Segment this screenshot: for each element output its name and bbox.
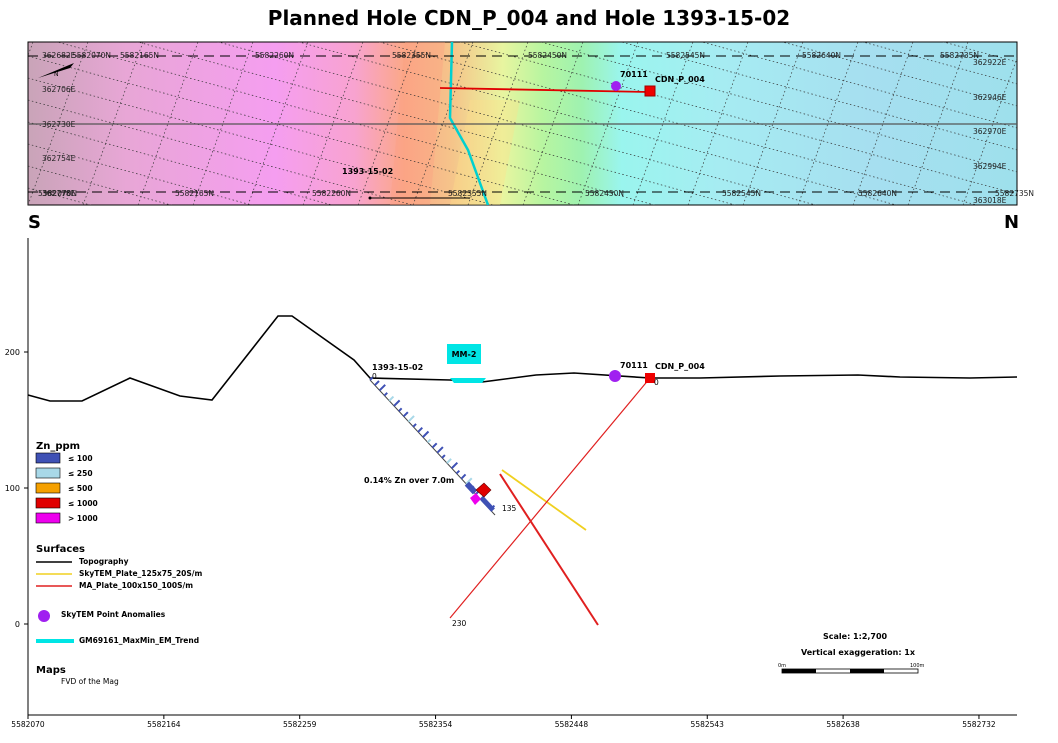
section-planned-collar-marker[interactable]: [645, 373, 655, 383]
northing-label-bottom: 5582070N: [38, 189, 77, 198]
very-high-grade-interval: [470, 493, 481, 505]
x-tick-label: 5582543: [691, 720, 725, 729]
planned-hole-label: CDN_P_004: [655, 362, 705, 371]
vertical-exaggeration-text: Vertical exaggeration: 1x: [801, 648, 916, 657]
map-anomaly-label: 70111: [620, 70, 648, 79]
x-tick-label: 5582164: [147, 720, 181, 729]
northing-label-bottom: 5582450N: [585, 189, 624, 198]
legend-maps-item: FVD of the Mag: [61, 677, 119, 686]
em-trend-line: [448, 42, 490, 205]
legend-zn-label: > 1000: [68, 514, 98, 523]
mm2-label-box: [447, 344, 481, 364]
svg-text:N: N: [54, 71, 59, 78]
legend-point-label: SkyTEM Point Anomalies: [61, 610, 166, 619]
x-tick-label: 5582638: [826, 720, 860, 729]
easting-label-right: 362970E: [973, 127, 1007, 136]
map-drilled-hole-label: 1393-15-02: [342, 167, 393, 176]
easting-label-left: 362682E: [42, 51, 76, 60]
anomaly-label: 70111: [620, 361, 648, 370]
map-planned-hole-trace: [439, 87, 651, 93]
scale-bar-end-label: 100m: [910, 663, 925, 669]
map-anomaly-point[interactable]: [611, 81, 621, 91]
x-tick-label: 5582259: [283, 720, 317, 729]
northing-label-bottom: 5582545N: [722, 189, 761, 198]
northing-label-bottom: 5582355N: [448, 189, 487, 198]
northing-label-bottom: 5582260N: [312, 189, 351, 198]
easting-label-right: 363018E: [973, 196, 1007, 205]
northing-label-top: 5582545N: [666, 51, 705, 60]
northing-label-bottom: 5582735N: [995, 189, 1034, 198]
easting-label-right: 362994E: [973, 162, 1007, 171]
easting-label-left: 362754E: [42, 154, 76, 163]
legend-point-symbol: [38, 610, 50, 622]
legend-surface-label: Topography: [79, 557, 129, 566]
easting-label-right: 362922E: [973, 58, 1007, 67]
skytem-plate-line: [501, 469, 587, 531]
page-title: Planned Hole CDN_P_004 and Hole 1393-15-…: [267, 6, 791, 30]
north-arrow-icon: N: [38, 63, 74, 78]
planned-end-depth: 230: [452, 619, 467, 628]
x-tick-label: 5582354: [419, 720, 453, 729]
legend: Zn_ppm ≤ 100 ≤ 250 ≤ 500 ≤ 1000 > 1000 Surfa…: [35, 441, 203, 686]
planned-start-depth: 0: [654, 378, 659, 387]
northing-label-top: 5582735N: [940, 51, 979, 60]
legend-zn-label: ≤ 1000: [68, 499, 98, 508]
legend-zn-swatch: [35, 452, 61, 464]
legend-zn-swatch: [35, 497, 61, 509]
direction-south-label: S: [28, 212, 41, 233]
hole-assay-bars: [369, 376, 496, 512]
map-planned-collar-marker[interactable]: [644, 85, 656, 97]
y-tick-label: 100: [5, 484, 20, 493]
x-tick-label: 5582448: [555, 720, 589, 729]
planned-hole-trace: [449, 377, 651, 619]
northing-label-top: 5582260N: [255, 51, 294, 60]
easting-label-left: 362730E: [42, 120, 76, 129]
high-grade-interval: [475, 482, 492, 498]
northing-label-bottom: 5582640N: [858, 189, 897, 198]
section-anomaly-point[interactable]: [609, 370, 621, 382]
legend-zn-title: Zn_ppm: [36, 441, 80, 452]
legend-zn-swatch: [35, 467, 61, 479]
scale-bar: 0m 100m: [778, 663, 925, 674]
direction-north-label: N: [1004, 212, 1020, 233]
legend-trend-label: GM69161_MaxMin_EM_Trend: [79, 636, 199, 645]
legend-maps-title: Maps: [36, 665, 66, 676]
easting-label-left: 362778E: [42, 189, 76, 198]
hole-start-depth: 0: [372, 372, 377, 381]
hole-end-depth: 135: [502, 504, 517, 513]
northing-label-top: 5582450N: [528, 51, 567, 60]
legend-surfaces-title: Surfaces: [36, 544, 85, 555]
y-tick-label: 200: [5, 348, 20, 357]
legend-surface-label: MA_Plate_100x150_100S/m: [79, 581, 193, 590]
legend-zn-label: ≤ 500: [68, 484, 93, 493]
scale-bar-start-label: 0m: [778, 663, 786, 669]
map-drilled-collar: [368, 196, 372, 200]
legend-surface-label: SkyTEM_Plate_125x75_20S/m: [79, 569, 203, 578]
legend-zn-swatch: [35, 482, 61, 494]
northing-label-top: 5582070N: [72, 51, 111, 60]
legend-zn-label: ≤ 250: [68, 469, 93, 478]
mm2-label: MM-2: [452, 350, 477, 359]
legend-zn-label: ≤ 100: [68, 454, 93, 463]
y-tick-label: 0: [15, 620, 20, 629]
map-planned-hole-label: CDN_P_004: [655, 75, 705, 84]
x-tick-label: 5582732: [962, 720, 996, 729]
northing-label-bottom: 5582165N: [175, 189, 214, 198]
hole-label: 1393-15-02: [372, 363, 423, 372]
northing-label-top: 5582640N: [802, 51, 841, 60]
northing-label-top: 5582355N: [392, 51, 431, 60]
topography-line: [27, 315, 1018, 402]
easting-label-left: 362706E: [42, 85, 76, 94]
mm2-trend-marker: [450, 378, 486, 383]
scale-text: Scale: 1:2,700: [823, 632, 888, 641]
ma-plate-line: [499, 473, 599, 626]
easting-label-right: 362946E: [973, 93, 1007, 102]
legend-zn-swatch: [35, 512, 61, 524]
northing-label-top: 5582165N: [120, 51, 159, 60]
intercept-label: 0.14% Zn over 7.0m: [364, 476, 454, 485]
x-tick-label: 5582070: [11, 720, 45, 729]
